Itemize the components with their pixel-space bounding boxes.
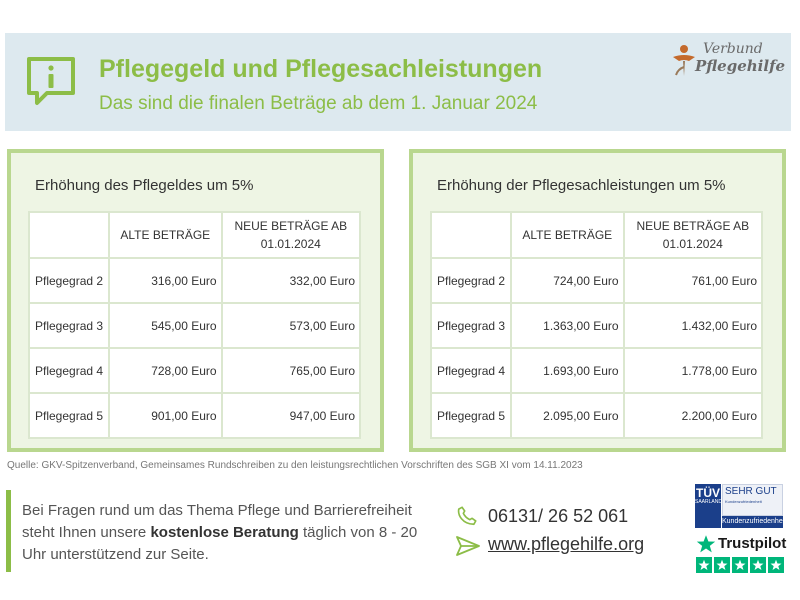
table-header-row: ALTE BETRÄGE NEUE BETRÄGE AB 01.01.2024 xyxy=(28,211,362,259)
table-row: Pflegegrad 4 1.693,00 Euro 1.778,00 Euro xyxy=(430,347,764,394)
header-cell-new: NEUE BETRÄGE AB 01.01.2024 xyxy=(622,211,764,259)
table-row: Pflegegrad 4 728,00 Euro 765,00 Euro xyxy=(28,347,362,394)
header-cell-old: ALTE BETRÄGE xyxy=(108,211,223,259)
sachleistungen-panel: Erhöhung der Pflegesachleistungen um 5% … xyxy=(409,149,786,452)
table-row: Pflegegrad 3 1.363,00 Euro 1.432,00 Euro xyxy=(430,302,764,349)
rating-star-icon xyxy=(750,557,766,573)
old-amount-cell: 724,00 Euro xyxy=(510,257,625,304)
pflegegeld-panel: Erhöhung des Pflegeldes um 5% ALTE BETRÄ… xyxy=(7,149,384,452)
sachleistungen-table: ALTE BETRÄGE NEUE BETRÄGE AB 01.01.2024 P… xyxy=(430,211,764,439)
grade-cell: Pflegegrad 3 xyxy=(28,302,110,349)
header-cell-empty xyxy=(28,211,110,259)
source-note: Quelle: GKV-Spitzenverband, Gemeinsames … xyxy=(7,460,583,471)
table-row: Pflegegrad 5 901,00 Euro 947,00 Euro xyxy=(28,392,362,439)
old-amount-cell: 1.693,00 Euro xyxy=(510,347,625,394)
table-row: Pflegegrad 3 545,00 Euro 573,00 Euro xyxy=(28,302,362,349)
tuev-rating-text: SEHR GUT xyxy=(725,486,777,497)
header-new-line1: NEUE BETRÄGE AB xyxy=(234,219,348,233)
rating-star-icon xyxy=(696,557,712,573)
new-amount-cell: 765,00 Euro xyxy=(220,347,362,394)
footer-text-part1: Bei Fragen rund um das Thema Pflege und … xyxy=(22,502,412,541)
header-new-line1: NEUE BETRÄGE AB xyxy=(636,219,750,233)
footer-text-part2: täglich von 8 - 20 Uhr unterstützend zur… xyxy=(22,524,418,563)
rating-star-icon xyxy=(714,557,730,573)
tuev-sub-text: SAARLAND xyxy=(695,499,722,505)
old-amount-cell: 1.363,00 Euro xyxy=(510,302,625,349)
grade-cell: Pflegegrad 3 xyxy=(430,302,512,349)
phone-icon xyxy=(457,506,477,526)
tuev-small-text: Kundenzufriedenheit xyxy=(725,499,762,504)
grade-cell: Pflegegrad 2 xyxy=(28,257,110,304)
tuev-rating-top: SEHR GUT Kundenzufriedenheit xyxy=(722,484,783,516)
new-amount-cell: 1.778,00 Euro xyxy=(622,347,764,394)
old-amount-cell: 728,00 Euro xyxy=(108,347,223,394)
pflegegeld-panel-inner: Erhöhung des Pflegeldes um 5% ALTE BETRÄ… xyxy=(11,153,380,448)
header-cell-new: NEUE BETRÄGE AB 01.01.2024 xyxy=(220,211,362,259)
table-row: Pflegegrad 2 316,00 Euro 332,00 Euro xyxy=(28,257,362,304)
page-subtitle: Das sind die finalen Beträge ab dem 1. J… xyxy=(99,93,538,114)
table-row: Pflegegrad 5 2.095,00 Euro 2.200,00 Euro xyxy=(430,392,764,439)
logo-text-verbund: Verbund xyxy=(703,41,763,57)
old-amount-cell: 316,00 Euro xyxy=(108,257,223,304)
header-cell-old: ALTE BETRÄGE xyxy=(510,211,625,259)
grade-cell: Pflegegrad 4 xyxy=(430,347,512,394)
footer-consultation-text: Bei Fragen rund um das Thema Pflege und … xyxy=(22,500,432,566)
trustpilot-star-icon xyxy=(696,535,716,553)
send-icon xyxy=(456,536,480,556)
tuev-rating-box: SEHR GUT Kundenzufriedenheit Kundenzufri… xyxy=(722,484,783,528)
tuev-badge: TÜV SAARLAND SEHR GUT Kundenzufriedenhei… xyxy=(695,484,783,528)
new-amount-cell: 761,00 Euro xyxy=(622,257,764,304)
footer-text-bold: kostenlose Beratung xyxy=(150,524,299,541)
sachleistungen-title: Erhöhung der Pflegesachleistungen um 5% xyxy=(437,177,726,194)
rating-star-icon xyxy=(732,557,748,573)
new-amount-cell: 2.200,00 Euro xyxy=(622,392,764,439)
phone-number[interactable]: 06131/ 26 52 061 xyxy=(488,506,629,526)
website-link[interactable]: www.pflegehilfe.org xyxy=(488,534,645,554)
trustpilot-label: Trustpilot xyxy=(718,535,787,552)
tuev-logo: TÜV xyxy=(695,484,721,528)
trustpilot-rating-stars xyxy=(696,557,784,573)
logo-figure-icon xyxy=(673,45,695,76)
grade-cell: Pflegegrad 5 xyxy=(430,392,512,439)
new-amount-cell: 332,00 Euro xyxy=(220,257,362,304)
header-new-line2: 01.01.2024 xyxy=(260,237,321,251)
old-amount-cell: 2.095,00 Euro xyxy=(510,392,625,439)
pflegegeld-table: ALTE BETRÄGE NEUE BETRÄGE AB 01.01.2024 P… xyxy=(28,211,362,439)
new-amount-cell: 573,00 Euro xyxy=(220,302,362,349)
pflegegeld-title: Erhöhung des Pflegeldes um 5% xyxy=(35,177,254,194)
verbund-pflegehilfe-logo: Verbund Pflegehilfe xyxy=(671,39,785,83)
tuev-bottom-label: Kundenzufriedenheit xyxy=(722,516,783,528)
grade-cell: Pflegegrad 5 xyxy=(28,392,110,439)
info-chat-icon xyxy=(27,57,75,105)
grade-cell: Pflegegrad 4 xyxy=(28,347,110,394)
sachleistungen-panel-inner: Erhöhung der Pflegesachleistungen um 5% … xyxy=(413,153,782,448)
table-row: Pflegegrad 2 724,00 Euro 761,00 Euro xyxy=(430,257,764,304)
page-title: Pflegegeld und Pflegesachleistungen xyxy=(99,55,543,83)
header-cell-empty xyxy=(430,211,512,259)
new-amount-cell: 1.432,00 Euro xyxy=(622,302,764,349)
header-new-line2: 01.01.2024 xyxy=(662,237,723,251)
footer-accent-bar xyxy=(6,490,11,572)
old-amount-cell: 901,00 Euro xyxy=(108,392,223,439)
tuev-logo-text: TÜV xyxy=(696,486,720,500)
logo-text-pflegehilfe: Pflegehilfe xyxy=(695,57,786,75)
new-amount-cell: 947,00 Euro xyxy=(220,392,362,439)
header-banner: Pflegegeld und Pflegesachleistungen Das … xyxy=(5,33,791,131)
grade-cell: Pflegegrad 2 xyxy=(430,257,512,304)
table-header-row: ALTE BETRÄGE NEUE BETRÄGE AB 01.01.2024 xyxy=(430,211,764,259)
old-amount-cell: 545,00 Euro xyxy=(108,302,223,349)
rating-star-icon xyxy=(768,557,784,573)
